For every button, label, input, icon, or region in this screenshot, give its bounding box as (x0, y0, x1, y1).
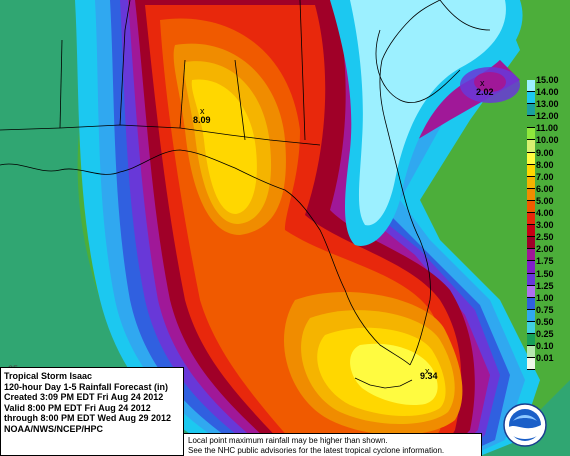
legend-swatch (527, 152, 535, 165)
legend-row: 3.00 (527, 220, 563, 238)
legend-row: 7.00 (527, 172, 563, 189)
legend-swatch (527, 104, 535, 117)
legend-label: 14.00 (536, 87, 559, 98)
legend-label: 11.00 (536, 123, 559, 134)
legend-swatch (527, 164, 535, 177)
legend-swatch (527, 237, 535, 250)
legend-label: 5.00 (536, 195, 554, 206)
legend-label: 1.00 (536, 292, 554, 303)
legend-swatch (527, 225, 535, 238)
legend-row: 0.50 (527, 317, 563, 334)
legend-label: 4.00 (536, 208, 554, 219)
legend-swatch (527, 261, 535, 274)
legend-row: 0.25 (527, 329, 563, 347)
max-label-panhandle: 8.09 (193, 115, 211, 125)
legend-label: 1.50 (536, 268, 554, 279)
legend-row: 15.00 (527, 75, 563, 93)
legend-row: 2.50 (527, 232, 563, 250)
legend-row: 12.00 (527, 111, 563, 129)
legend-label: 0.10 (536, 341, 554, 352)
legend-label: 3.00 (536, 220, 554, 231)
legend-swatch (527, 213, 535, 226)
legend-row: 1.50 (527, 269, 563, 286)
legend-label: 1.25 (536, 280, 554, 291)
legend-row: 5.00 (527, 196, 563, 214)
legend-row: 0.75 (527, 305, 563, 322)
legend-swatch (527, 297, 535, 310)
legend-swatch (527, 285, 535, 298)
legend-label: 8.00 (536, 159, 554, 170)
legend-row: 14.00 (527, 87, 563, 105)
legend-swatch (527, 333, 535, 347)
svg-text:x: x (480, 78, 485, 88)
legend-row: 13.00 (527, 99, 563, 117)
legend: 15.00 14.00 13.00 12.00 11.00 10.00 9.00 8.00 7.… (527, 75, 563, 371)
legend-label: 13.00 (536, 99, 559, 110)
legend-swatch (527, 309, 535, 322)
legend-swatch (527, 249, 535, 262)
legend-label: 0.50 (536, 316, 554, 327)
legend-label: 1.75 (536, 256, 554, 267)
legend-label: 10.00 (536, 135, 559, 146)
legend-swatch (527, 321, 535, 334)
disclaimer-line-1: Local point maximum rainfall may be high… (188, 436, 388, 445)
valid-time: Valid 8:00 PM EDT Fri Aug 24 2012 (4, 402, 151, 413)
legend-swatch (527, 80, 535, 93)
legend-label: 0.01 (536, 353, 554, 364)
legend-row: 9.00 (527, 148, 563, 165)
through-time: through 8:00 PM EDT Wed Aug 29 2012 (4, 413, 172, 424)
legend-swatch (527, 346, 535, 359)
info-box: Tropical Storm Isaac 120-hour Day 1-5 Ra… (0, 367, 184, 456)
legend-swatch (527, 116, 535, 129)
legend-label: 2.50 (536, 232, 554, 243)
legend-row: 0.10 (527, 341, 563, 359)
legend-swatch (527, 273, 535, 286)
disclaimer: Local point maximum rainfall may be high… (184, 433, 482, 456)
svg-text:x: x (200, 106, 205, 116)
svg-text:x: x (425, 366, 430, 376)
legend-swatch (527, 128, 535, 141)
storm-title: Tropical Storm Isaac (4, 371, 93, 381)
legend-swatch (527, 200, 535, 214)
legend-row: 1.00 (527, 293, 563, 310)
max-label-keys: 9.34 (420, 371, 438, 381)
legend-swatch (527, 358, 535, 371)
legend-swatch (527, 188, 535, 201)
legend-row: 1.75 (527, 256, 563, 274)
noaa-logo-icon (503, 403, 547, 447)
legend-label: 6.00 (536, 183, 554, 194)
forecast-type: 120-hour Day 1-5 Rainfall Forecast (in) (4, 381, 169, 392)
legend-row: 0.01 (527, 353, 563, 371)
legend-label: 12.00 (536, 111, 559, 122)
legend-label: 15.00 (536, 75, 559, 85)
legend-label: 7.00 (536, 171, 554, 182)
legend-row: 11.00 (527, 123, 563, 141)
legend-swatch (527, 140, 535, 153)
legend-row: 4.00 (527, 208, 563, 226)
created-time: Created 3:09 PM EDT Fri Aug 24 2012 (4, 392, 164, 403)
legend-label: 0.25 (536, 328, 554, 339)
legend-row: 8.00 (527, 160, 563, 177)
legend-row: 10.00 (527, 135, 563, 153)
legend-label: 0.75 (536, 304, 554, 315)
max-label-atlantic: 2.02 (476, 87, 494, 97)
legend-swatch (527, 92, 535, 105)
legend-row: 2.00 (527, 244, 563, 262)
legend-row: 6.00 (527, 184, 563, 201)
legend-label: 2.00 (536, 244, 554, 255)
legend-label: 9.00 (536, 147, 554, 158)
agency: NOAA/NWS/NCEP/HPC (4, 423, 104, 434)
legend-swatch (527, 176, 535, 189)
disclaimer-line-2: See the NHC public advisories for the la… (188, 446, 445, 455)
legend-row: 1.25 (527, 281, 563, 298)
